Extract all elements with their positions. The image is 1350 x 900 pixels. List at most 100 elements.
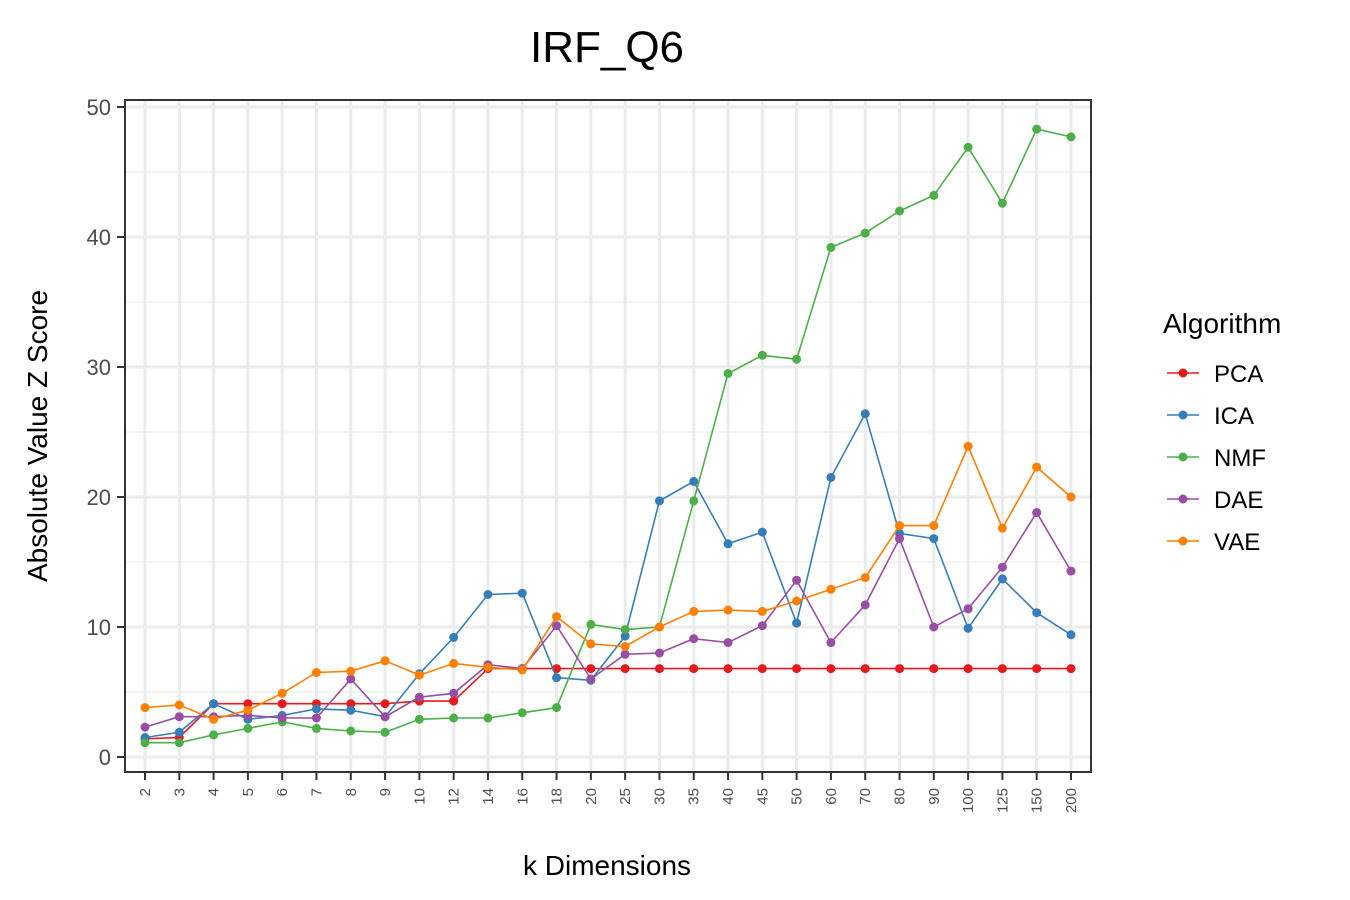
x-tick-label: 2 <box>137 788 154 796</box>
data-point-ica <box>346 706 355 715</box>
data-point-dae <box>1032 508 1041 517</box>
x-tick-label: 7 <box>308 788 325 796</box>
data-point-nmf <box>381 728 390 737</box>
data-point-nmf <box>998 199 1007 208</box>
data-point-pca <box>1067 664 1076 673</box>
data-point-ica <box>724 539 733 548</box>
data-point-vae <box>929 521 938 530</box>
data-point-dae <box>278 714 287 723</box>
data-point-vae <box>861 573 870 582</box>
data-point-vae <box>826 585 835 594</box>
x-axis: 2 3 4 5 6 7 8 9 10 12 14 16 18 20 25 30 35 40 45 50 60 70 80 90… <box>137 772 1080 813</box>
data-point-dae <box>381 712 390 721</box>
series-line-ica <box>145 414 1071 738</box>
data-point-dae <box>792 576 801 585</box>
legend-title: Algorithm <box>1163 308 1281 339</box>
data-point-vae <box>895 521 904 530</box>
data-point-vae <box>312 668 321 677</box>
data-point-pca <box>655 664 664 673</box>
data-point-nmf <box>141 738 150 747</box>
x-tick-label: 25 <box>617 788 634 805</box>
data-point-ica <box>483 590 492 599</box>
data-point-pca <box>964 664 973 673</box>
x-tick-label: 14 <box>480 788 497 805</box>
plot-border <box>125 100 1091 772</box>
data-point-dae <box>175 712 184 721</box>
data-point-pca <box>586 664 595 673</box>
legend: Algorithm PCA ICA NMF DAE VAE <box>1163 308 1281 556</box>
data-point-nmf <box>243 724 252 733</box>
y-tick-label: 40 <box>87 225 111 250</box>
data-point-vae <box>141 703 150 712</box>
legend-key-point <box>1179 411 1188 420</box>
data-point-dae <box>415 693 424 702</box>
chart-title: IRF_Q6 <box>530 23 684 72</box>
data-point-vae <box>964 442 973 451</box>
x-tick-label: 50 <box>789 788 806 805</box>
data-point-nmf <box>312 724 321 733</box>
data-point-dae <box>758 621 767 630</box>
data-point-nmf <box>518 708 527 717</box>
data-point-ica <box>964 624 973 633</box>
data-point-pca <box>449 697 458 706</box>
data-point-vae <box>449 659 458 668</box>
data-point-pca <box>1032 664 1041 673</box>
data-point-pca <box>861 664 870 673</box>
data-point-nmf <box>586 620 595 629</box>
data-point-ica <box>518 589 527 598</box>
data-point-vae <box>243 706 252 715</box>
x-tick-label: 10 <box>411 788 428 805</box>
y-tick-label: 50 <box>87 95 111 120</box>
data-point-vae <box>518 665 527 674</box>
y-tick-label: 20 <box>87 485 111 510</box>
data-point-dae <box>1067 567 1076 576</box>
data-point-ica <box>998 574 1007 583</box>
y-axis-title: Absolute Value Z Score <box>22 290 53 582</box>
series-line-vae <box>145 446 1071 719</box>
x-tick-label: 5 <box>240 788 257 796</box>
data-point-pca <box>929 664 938 673</box>
data-point-nmf <box>449 714 458 723</box>
data-point-nmf <box>1067 132 1076 141</box>
x-tick-label: 18 <box>549 788 566 805</box>
data-point-pca <box>278 699 287 708</box>
x-tick-label: 45 <box>754 788 771 805</box>
data-point-nmf <box>861 229 870 238</box>
data-point-pca <box>792 664 801 673</box>
data-point-ica <box>209 699 218 708</box>
data-point-ica <box>826 473 835 482</box>
x-tick-label: 16 <box>514 788 531 805</box>
data-point-pca <box>998 664 1007 673</box>
data-point-vae <box>483 663 492 672</box>
y-tick-label: 0 <box>99 745 111 770</box>
data-point-dae <box>998 563 1007 572</box>
legend-key-point <box>1179 369 1188 378</box>
y-tick-label: 30 <box>87 355 111 380</box>
data-point-vae <box>552 612 561 621</box>
data-point-ica <box>449 633 458 642</box>
legend-key-point <box>1179 537 1188 546</box>
legend-label-vae: VAE <box>1214 529 1260 556</box>
data-point-vae <box>1067 493 1076 502</box>
data-point-dae <box>346 675 355 684</box>
data-point-pca <box>689 664 698 673</box>
data-point-vae <box>792 597 801 606</box>
data-point-nmf <box>964 143 973 152</box>
x-tick-label: 6 <box>274 788 291 796</box>
x-tick-label: 80 <box>892 788 909 805</box>
data-point-ica <box>312 704 321 713</box>
data-point-dae <box>895 534 904 543</box>
legend-item-dae: DAE <box>1167 487 1263 514</box>
x-tick-label: 60 <box>823 788 840 805</box>
data-point-ica <box>689 477 698 486</box>
series-line-nmf <box>145 129 1071 743</box>
data-point-ica <box>861 409 870 418</box>
data-point-vae <box>346 667 355 676</box>
x-tick-label: 100 <box>960 788 977 813</box>
x-axis-title: k Dimensions <box>523 850 691 881</box>
data-point-nmf <box>758 351 767 360</box>
y-tick-label: 10 <box>87 615 111 640</box>
data-point-nmf <box>483 714 492 723</box>
x-tick-label: 90 <box>926 788 943 805</box>
